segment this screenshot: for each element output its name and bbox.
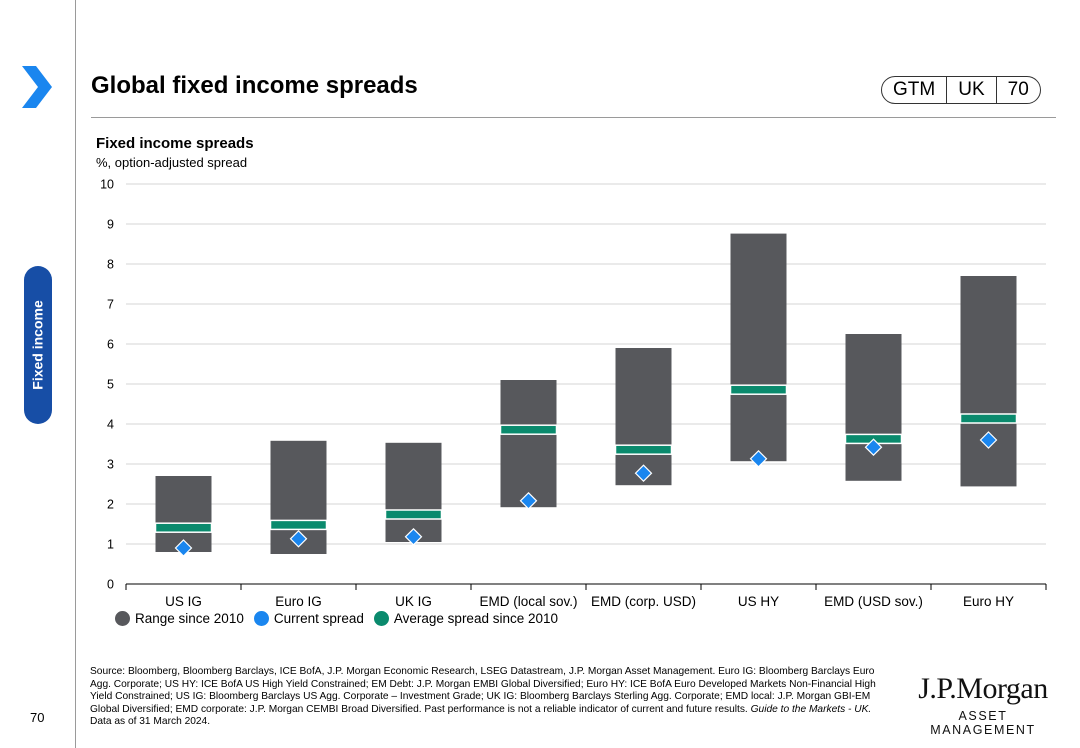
source-guide: Guide to the Markets - UK.: [750, 703, 872, 715]
range-bar: [960, 276, 1017, 487]
badge-region: UK: [946, 77, 995, 103]
x-category-label: Euro IG: [275, 594, 322, 609]
y-tick-label: 7: [107, 298, 114, 312]
y-tick-label: 0: [107, 578, 114, 592]
legend-current-swatch: [253, 611, 269, 626]
current-spread-marker: [174, 539, 193, 557]
legend-range: Range since 2010: [115, 611, 244, 626]
current-spread-marker: [289, 529, 308, 548]
title-divider: [91, 117, 1056, 118]
current-spread-marker: [519, 491, 538, 510]
average-marker: [154, 522, 213, 533]
badge-gtm: GTM: [893, 79, 936, 100]
y-tick-label: 8: [107, 258, 114, 272]
chart-subtitle: %, option-adjusted spread: [96, 155, 248, 170]
legend-current-label: Current spread: [273, 611, 364, 626]
range-bar: [615, 348, 672, 486]
section-tab[interactable]: Fixed income: [24, 266, 52, 424]
logo-subtitle: ASSET MANAGEMENT: [930, 709, 1036, 737]
source-note: Source: Bloomberg, Bloomberg Barclays, I…: [90, 666, 890, 729]
gtm-badge: GTM UK 70: [881, 76, 1041, 104]
x-category-label: EMD (corp. USD): [591, 594, 696, 609]
y-tick-label: 6: [107, 338, 114, 352]
legend-average: Average spread since 2010: [373, 611, 559, 626]
average-marker: [269, 519, 328, 531]
left-divider: [75, 0, 76, 748]
average-marker: [959, 413, 1018, 424]
y-tick-label: 4: [107, 418, 114, 432]
y-tick-label: 10: [100, 178, 114, 192]
range-bar: [730, 233, 787, 462]
y-tick-label: 1: [107, 538, 114, 552]
average-marker: [384, 509, 443, 520]
y-tick-label: 9: [107, 218, 114, 232]
x-category-label: US IG: [165, 594, 202, 609]
page-number: 70: [30, 710, 45, 725]
legend-average-swatch: [373, 611, 389, 626]
source-main: Source: Bloomberg, Bloomberg Barclays, I…: [90, 666, 876, 715]
range-bar: [385, 442, 442, 542]
average-marker: [499, 424, 558, 435]
current-spread-marker: [749, 449, 768, 468]
current-spread-marker: [634, 464, 653, 483]
chevron-right-icon: [22, 66, 52, 108]
page-title: Global fixed income spreads: [91, 72, 418, 99]
average-marker: [729, 384, 788, 395]
x-category-label: EMD (local sov.): [479, 594, 577, 609]
range-bar: [500, 380, 557, 508]
source-date: Data as of 31 March 2024.: [90, 716, 211, 728]
current-spread-marker: [404, 527, 423, 546]
range-bar: [845, 334, 902, 481]
x-category-label: UK IG: [395, 594, 432, 609]
average-marker: [614, 444, 673, 455]
current-spread-marker: [979, 431, 998, 449]
y-tick-label: 3: [107, 458, 114, 472]
badge-page: 70: [995, 77, 1040, 103]
legend-average-label: Average spread since 2010: [393, 611, 559, 626]
y-tick-label: 2: [107, 498, 114, 512]
chart-title: Fixed income spreads: [96, 135, 254, 152]
chart-legend: Range since 2010 Current spread Average …: [115, 611, 568, 626]
legend-range-label: Range since 2010: [135, 611, 244, 626]
legend-current: Current spread: [253, 611, 364, 626]
logo-wordmark: J.P.Morgan: [918, 672, 1048, 705]
x-category-label: EMD (USD sov.): [824, 594, 923, 609]
current-spread-marker: [864, 438, 883, 457]
x-category-label: US HY: [738, 594, 779, 609]
y-tick-label: 5: [107, 378, 114, 392]
x-category-label: Euro HY: [963, 594, 1014, 609]
legend-range-swatch: [115, 611, 130, 626]
jpmorgan-logo: J.P.Morgan ASSET MANAGEMENT: [908, 672, 1058, 738]
